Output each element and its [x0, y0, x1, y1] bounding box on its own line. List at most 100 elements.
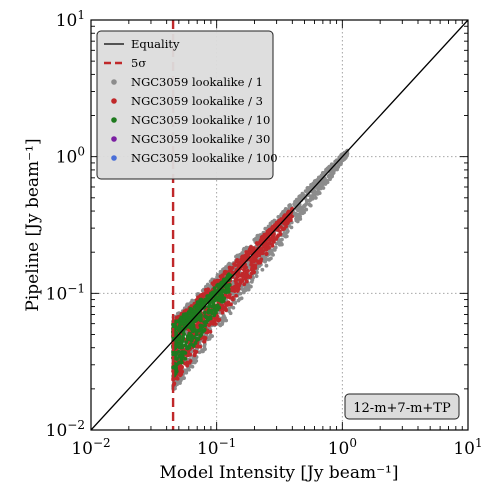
legend-label: NGC3059 lookalike / 3 [131, 94, 263, 108]
data-point [297, 214, 302, 219]
data-point [244, 279, 249, 284]
data-point [181, 334, 185, 339]
data-point [220, 310, 225, 315]
data-point [189, 322, 194, 326]
data-point [224, 303, 229, 307]
data-point [174, 365, 178, 370]
configuration-annotation: 12-m+7-m+TP [344, 393, 460, 420]
data-point [204, 320, 209, 325]
data-point [255, 242, 260, 246]
data-point [199, 349, 204, 354]
annotation-box [344, 393, 460, 420]
data-point [213, 322, 218, 326]
data-point [229, 266, 234, 271]
data-point [200, 324, 205, 329]
data-point [233, 285, 238, 290]
data-point [321, 182, 325, 187]
data-point [190, 298, 195, 303]
legend-dot-marker [111, 136, 117, 142]
data-point [223, 306, 228, 311]
data-point [227, 292, 232, 297]
data-point [282, 231, 287, 236]
data-point [238, 291, 243, 296]
data-point [188, 307, 193, 311]
data-point [270, 251, 274, 256]
legend: Equality 5σ NGC3059 lookalike / 1 NGC3059 l… [96, 30, 278, 180]
legend-entries: Equality 5σ NGC3059 lookalike / 1 NGC3059 l… [104, 37, 278, 165]
data-point [318, 183, 322, 188]
data-point [218, 323, 223, 328]
data-point [171, 323, 176, 328]
data-point [194, 306, 199, 311]
data-point [192, 309, 197, 313]
data-point [251, 260, 256, 264]
data-point [178, 341, 183, 346]
data-point [179, 366, 184, 370]
data-point [202, 327, 207, 332]
data-point [198, 293, 203, 298]
data-point [188, 342, 193, 347]
data-point [188, 359, 193, 363]
data-point [210, 311, 215, 316]
legend-label: NGC3059 lookalike / 30 [131, 132, 270, 146]
data-point [184, 340, 189, 345]
data-point [203, 314, 208, 319]
data-point [253, 263, 258, 268]
data-point [235, 274, 240, 279]
data-point [215, 307, 220, 312]
data-point [177, 337, 182, 342]
tick-label: 10−2 [46, 418, 85, 441]
data-point [206, 294, 211, 298]
data-point [260, 267, 265, 272]
data-point [263, 247, 268, 252]
legend-label: NGC3059 lookalike / 1 [131, 75, 263, 89]
data-point [176, 315, 180, 319]
data-point [246, 263, 250, 267]
data-point [192, 353, 197, 358]
data-point [180, 338, 185, 343]
data-point [213, 318, 217, 323]
data-point [198, 315, 203, 320]
data-point [225, 284, 230, 289]
data-point [311, 181, 316, 186]
legend-label: 5σ [131, 56, 146, 70]
data-point [212, 286, 217, 291]
legend-dot-marker [111, 79, 117, 85]
data-point [194, 336, 199, 341]
tick-label: 10−1 [46, 281, 85, 304]
legend-dot-marker [111, 155, 117, 161]
data-point [193, 327, 197, 332]
data-point [230, 295, 235, 300]
data-point [236, 263, 241, 268]
reference-lines [91, 20, 468, 430]
data-point [184, 362, 189, 366]
data-point [182, 376, 186, 380]
data-point [176, 360, 181, 365]
data-point [284, 221, 288, 226]
data-point [193, 341, 198, 345]
data-point [199, 297, 204, 302]
data-point [327, 175, 332, 180]
data-point [244, 273, 249, 278]
data-point [235, 258, 240, 262]
data-point [176, 349, 181, 354]
data-point [254, 274, 259, 279]
data-point [219, 290, 224, 295]
data-point [311, 192, 316, 196]
data-point [202, 310, 207, 315]
data-point [267, 245, 271, 250]
data-point [221, 314, 226, 318]
data-point [235, 289, 240, 293]
legend-dot-marker [111, 117, 117, 123]
data-point [229, 302, 233, 307]
data-point [240, 279, 245, 284]
data-point [217, 317, 222, 322]
data-point [211, 301, 216, 306]
data-point [336, 164, 341, 169]
data-point [177, 324, 182, 328]
data-point [255, 270, 259, 275]
tick-label: 101 [453, 436, 482, 459]
annotation-text: 12-m+7-m+TP [353, 401, 451, 416]
data-point [249, 271, 254, 276]
data-point [345, 153, 349, 158]
